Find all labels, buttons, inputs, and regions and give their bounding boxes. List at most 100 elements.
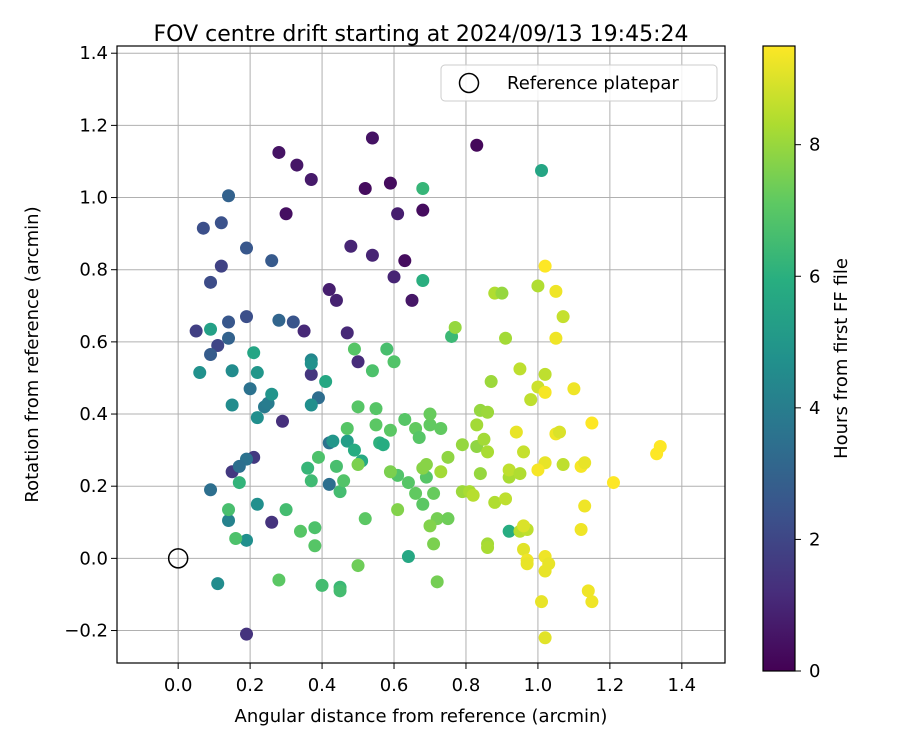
scatter-point (401, 550, 415, 564)
scatter-point (517, 445, 531, 459)
scatter-point (333, 485, 347, 499)
scatter-point (329, 293, 343, 307)
scatter-point (304, 357, 318, 371)
scatter-point (441, 512, 455, 526)
scatter-point (391, 503, 405, 517)
scatter-point (351, 355, 365, 369)
scatter-point (383, 465, 397, 479)
x-tick-label: 1.4 (668, 675, 697, 696)
scatter-point (322, 283, 336, 297)
y-tick-label: −0.2 (64, 621, 108, 642)
scatter-point (297, 324, 311, 338)
scatter-point (538, 259, 552, 273)
scatter-point (240, 241, 254, 255)
scatter-point (470, 418, 484, 432)
y-tick-label: 0.2 (79, 476, 108, 497)
scatter-point (222, 189, 236, 203)
scatter-point (229, 532, 243, 546)
scatter-point (243, 382, 257, 396)
scatter-point (279, 207, 293, 221)
reference-platepar-marker (167, 548, 189, 569)
scatter-point (189, 324, 203, 338)
scatter-point (441, 450, 455, 464)
scatter-point (340, 421, 354, 435)
scatter-point (214, 216, 228, 230)
scatter-point (315, 578, 329, 592)
scatter-point (520, 557, 534, 571)
y-tick-label: 0.8 (79, 260, 108, 281)
scatter-point (347, 342, 361, 356)
scatter-point (535, 163, 549, 177)
scatter-point (204, 483, 218, 497)
scatter-point (585, 416, 599, 430)
scatter-point (430, 575, 444, 589)
scatter-point (606, 476, 620, 490)
y-tick-label: 1.0 (79, 188, 108, 209)
scatter-point (347, 443, 361, 457)
scatter-point (416, 274, 430, 288)
scatter-point (538, 631, 552, 645)
scatter-point (419, 458, 433, 472)
plot-area (117, 46, 725, 663)
scatter-point (553, 425, 567, 439)
scatter-point (293, 524, 307, 538)
scatter-point (311, 450, 325, 464)
scatter-point (542, 557, 556, 571)
scatter-point (196, 221, 210, 235)
scatter-point (502, 524, 516, 538)
scatter-point (211, 577, 225, 591)
y-tick-label: 0.4 (79, 404, 108, 425)
scatter-point (240, 310, 254, 324)
scatter-point (427, 537, 441, 551)
x-tick-label: 0.4 (308, 675, 337, 696)
x-tick-label: 1.2 (596, 675, 625, 696)
scatter-point (477, 432, 491, 446)
scatter-point (405, 293, 419, 307)
scatter-point (466, 488, 480, 502)
legend-label: Reference platepar (507, 73, 679, 94)
colorbar: 0 2 4 6 8 Hours from first FF file (762, 45, 852, 682)
scatter-point (250, 411, 264, 425)
scatter-point (495, 286, 509, 300)
scatter-point (365, 131, 379, 145)
colorbar-tick-label: 6 (809, 266, 820, 287)
scatter-point (376, 438, 390, 452)
scatter-point (225, 398, 239, 412)
scatter-point (380, 342, 394, 356)
scatter-point (653, 440, 667, 454)
scatter-point (232, 459, 246, 473)
scatter-point (222, 331, 236, 345)
scatter-point (240, 627, 254, 641)
scatter-point (301, 461, 315, 475)
scatter-point (250, 366, 264, 380)
scatter-point (304, 173, 318, 187)
scatter-point (214, 259, 228, 273)
legend-box (440, 64, 718, 102)
scatter-point (517, 542, 531, 556)
scatter-point (434, 465, 448, 479)
scatter-point (358, 182, 372, 196)
scatter-point (351, 400, 365, 414)
scatter-point (448, 320, 462, 334)
scatter-point (265, 515, 279, 529)
scatter-point (499, 492, 513, 506)
scatter-point (538, 385, 552, 399)
plot-frame (116, 45, 726, 664)
scatter-point (308, 539, 322, 553)
x-tick-label: 0.8 (452, 675, 481, 696)
scatter-point (304, 474, 318, 488)
scatter-point (524, 393, 538, 407)
scatter-point (481, 541, 495, 555)
scatter-point (513, 467, 527, 481)
scatter-point (222, 513, 236, 527)
scatter-point (398, 412, 412, 426)
scatter-point (275, 414, 289, 428)
scatter-point (578, 456, 592, 470)
scatter-point (369, 402, 383, 416)
x-axis-label: Angular distance from reference (arcmin) (235, 706, 608, 727)
scatter-point (326, 434, 340, 448)
scatter-point (499, 331, 513, 345)
scatter-point (567, 382, 581, 396)
scatter-point (556, 310, 570, 324)
